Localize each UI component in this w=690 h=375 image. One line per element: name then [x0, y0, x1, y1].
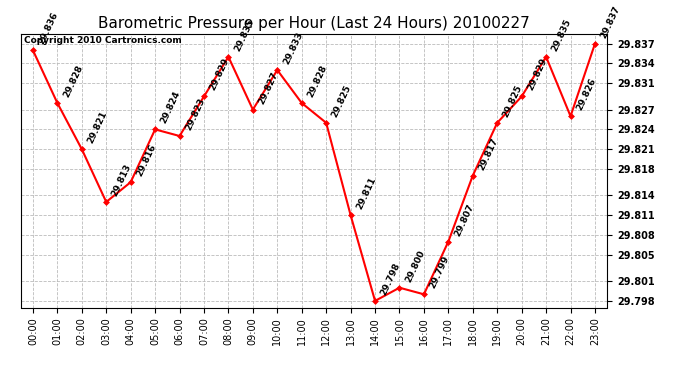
Text: 29.833: 29.833 — [282, 31, 304, 66]
Text: 29.836: 29.836 — [37, 11, 60, 46]
Text: 29.825: 29.825 — [331, 83, 353, 118]
Text: 29.817: 29.817 — [477, 136, 500, 171]
Text: 29.825: 29.825 — [502, 83, 524, 118]
Text: 29.811: 29.811 — [355, 176, 377, 211]
Text: 29.821: 29.821 — [86, 110, 109, 145]
Text: 29.829: 29.829 — [208, 57, 231, 92]
Title: Barometric Pressure per Hour (Last 24 Hours) 20100227: Barometric Pressure per Hour (Last 24 Ho… — [98, 16, 530, 31]
Text: 29.813: 29.813 — [110, 162, 133, 198]
Text: 29.837: 29.837 — [599, 4, 622, 39]
Text: 29.799: 29.799 — [428, 255, 451, 290]
Text: 29.828: 29.828 — [61, 63, 84, 99]
Text: 29.835: 29.835 — [550, 17, 573, 53]
Text: 29.798: 29.798 — [380, 261, 402, 297]
Text: 29.835: 29.835 — [233, 17, 255, 53]
Text: 29.800: 29.800 — [404, 249, 426, 284]
Text: 29.824: 29.824 — [159, 90, 182, 125]
Text: 29.828: 29.828 — [306, 63, 328, 99]
Text: 29.816: 29.816 — [135, 143, 158, 178]
Text: 29.829: 29.829 — [526, 57, 549, 92]
Text: 29.826: 29.826 — [575, 77, 598, 112]
Text: 29.807: 29.807 — [453, 202, 475, 237]
Text: 29.823: 29.823 — [184, 96, 206, 132]
Text: 29.827: 29.827 — [257, 70, 280, 105]
Text: Copyright 2010 Cartronics.com: Copyright 2010 Cartronics.com — [23, 36, 181, 45]
